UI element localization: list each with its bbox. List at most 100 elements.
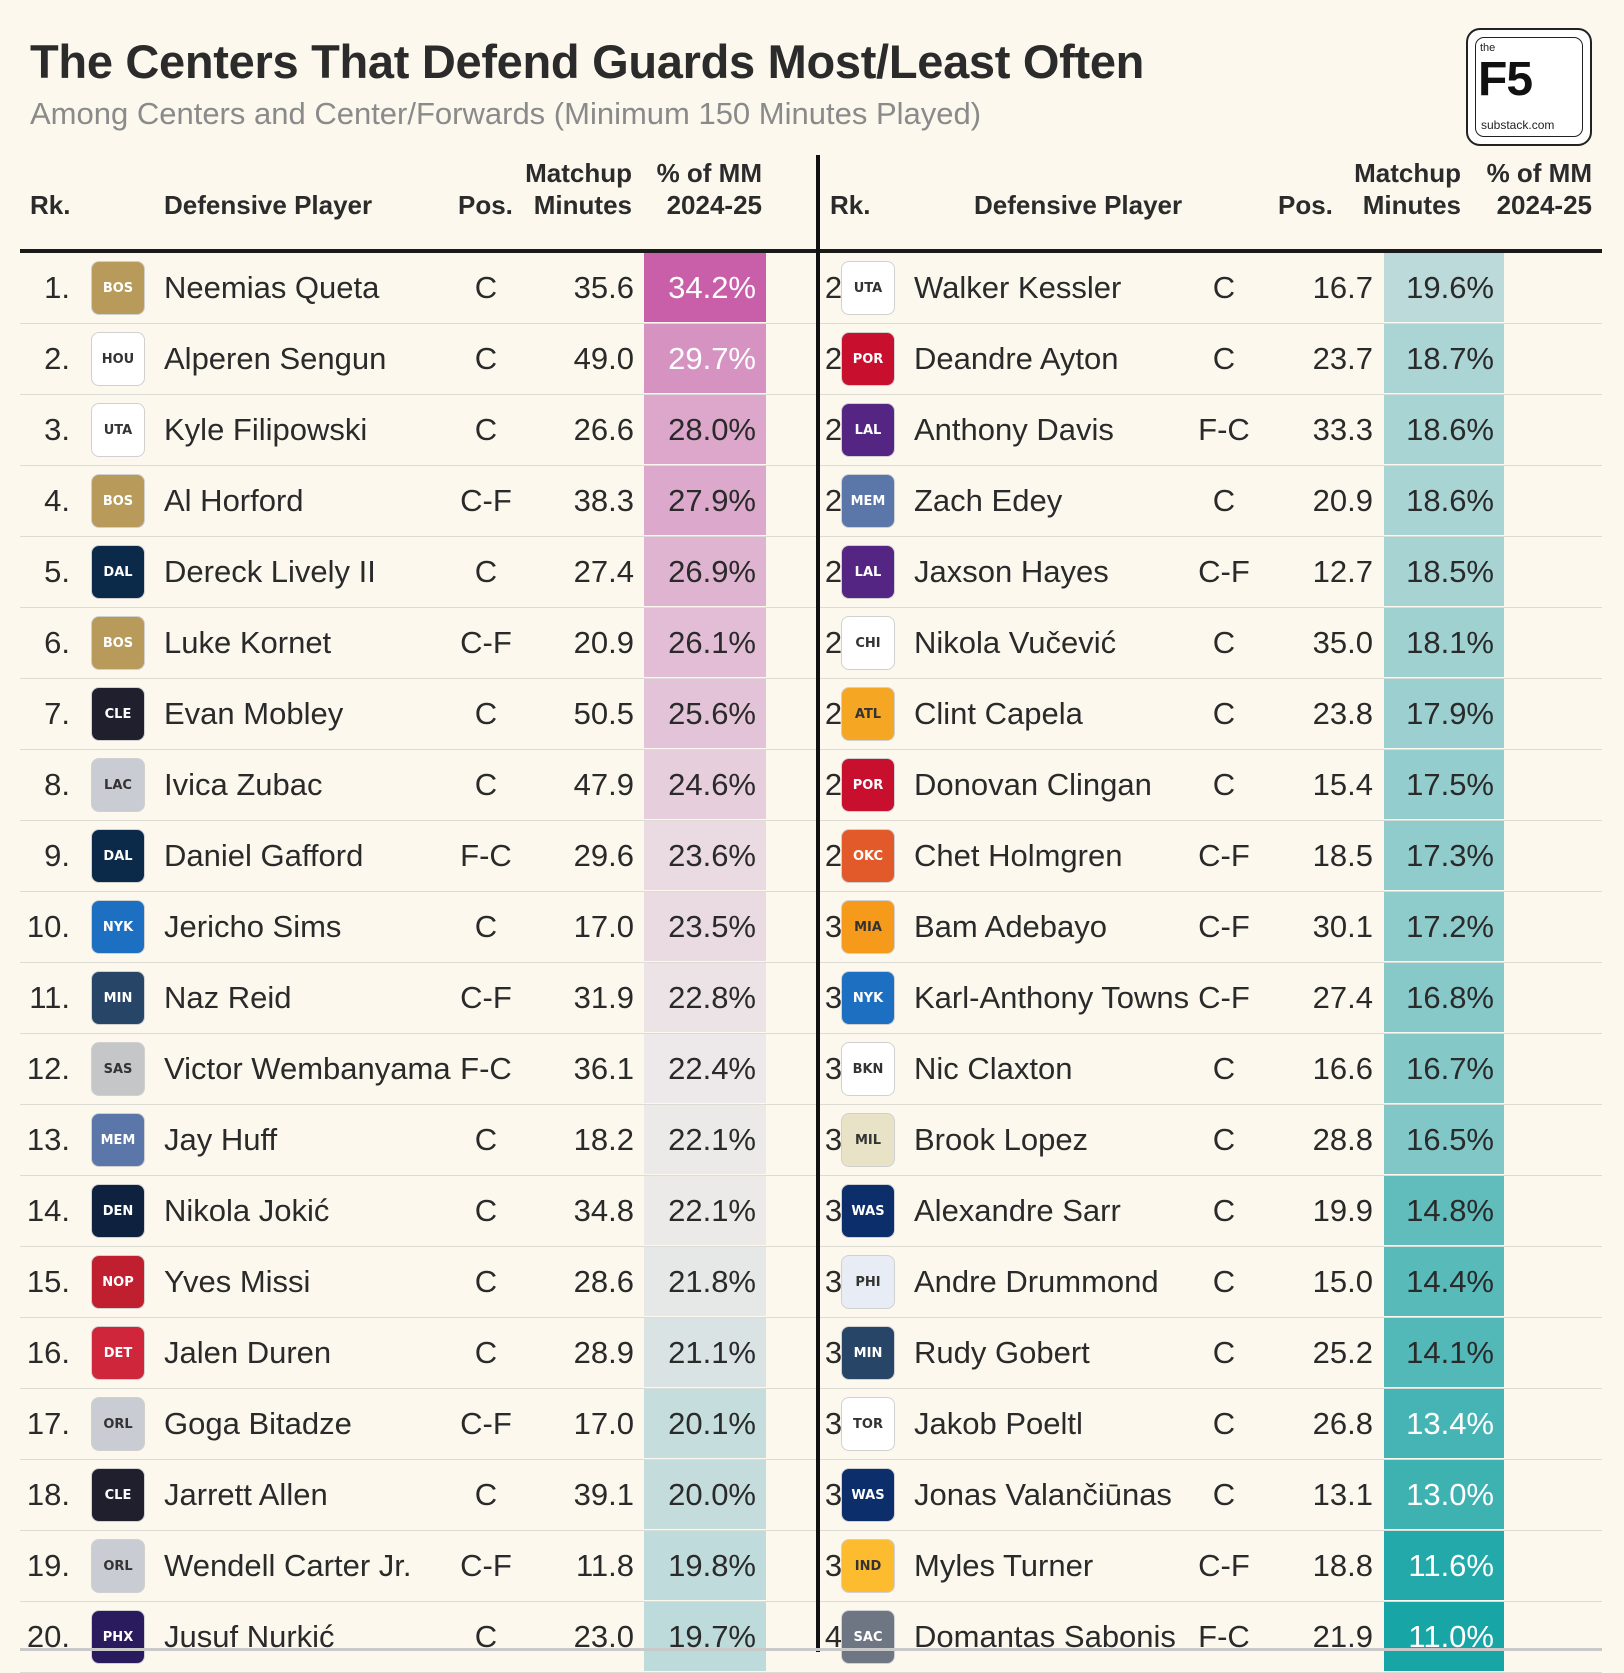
position-cell: C [1212, 1051, 1236, 1086]
position-cell: C [1212, 270, 1236, 305]
team-logo-icon: POR [841, 332, 895, 386]
team-abbr: DEN [102, 1203, 134, 1219]
rank-cell: 9. [44, 838, 70, 873]
position-cell: C [1212, 483, 1236, 518]
matchup-minutes-cell: 33.3 [1312, 412, 1373, 447]
team-logo-icon: CHI [841, 616, 895, 670]
rank-cell: 3. [44, 412, 70, 447]
player-name: Nikola Jokić [164, 1193, 330, 1228]
player-name: Donovan Clingan [914, 767, 1152, 802]
pct-cell: 19.7% [644, 1602, 766, 1671]
matchup-minutes-cell: 36.1 [573, 1051, 634, 1086]
team-abbr: SAC [853, 1629, 883, 1645]
player-name: Neemias Queta [164, 270, 380, 305]
player-name: Naz Reid [164, 980, 292, 1015]
table-row: 11. MIN Naz Reid C-F 31.9 22.8% [20, 963, 818, 1034]
team-abbr: DAL [103, 564, 133, 580]
team-logo-icon: MIL [841, 1113, 895, 1167]
pct-cell: 22.4% [644, 1034, 766, 1103]
table-row: 15. NOP Yves Missi C 28.6 21.8% [20, 1247, 818, 1318]
team-abbr: MIL [854, 1132, 882, 1148]
header-pct-line1: % of MM [656, 158, 762, 188]
header-pos: Pos. [458, 190, 513, 220]
rank-cell: 16. [26, 1335, 70, 1370]
pct-cell: 22.1% [644, 1176, 766, 1245]
team-logo-icon: DEN [91, 1184, 145, 1238]
position-cell: C [1212, 767, 1236, 802]
team-abbr: UTA [853, 280, 883, 296]
pct-cell: 14.1% [1384, 1318, 1504, 1387]
position-cell: C [1212, 1335, 1236, 1370]
table-row: 20. PHX Jusuf Nurkić C 23.0 19.7% [20, 1602, 818, 1673]
pct-cell: 13.4% [1384, 1389, 1504, 1458]
position-cell: C [1212, 341, 1236, 376]
logo-substack: substack.com [1481, 118, 1555, 132]
player-name: Clint Capela [914, 696, 1083, 731]
table-row: 1. BOS Neemias Queta C 35.6 34.2% [20, 253, 818, 324]
team-abbr: BOS [102, 280, 134, 296]
pct-cell: 24.6% [644, 750, 766, 819]
logo-f5: F5 [1478, 53, 1533, 106]
table-row: 17. ORL Goga Bitadze C-F 17.0 20.1% [20, 1389, 818, 1460]
rank-cell: 7. [44, 696, 70, 731]
matchup-minutes-cell: 11.8 [575, 1548, 634, 1583]
bottom-rule [20, 1648, 1602, 1651]
team-logo-icon: SAS [91, 1042, 145, 1096]
matchup-minutes-cell: 16.6 [1312, 1051, 1373, 1086]
team-logo-icon: MEM [91, 1113, 145, 1167]
pct-cell: 16.5% [1384, 1105, 1504, 1174]
team-logo-icon: PHX [91, 1610, 145, 1664]
rank-cell: 19. [26, 1548, 70, 1583]
team-logo-icon: MIA [841, 900, 895, 954]
matchup-minutes-cell: 20.9 [1312, 483, 1373, 518]
pct-cell: 18.6% [1384, 466, 1504, 535]
table-row: 19. ORL Wendell Carter Jr. C-F 11.8 19.8% [20, 1531, 818, 1602]
rank-cell: 8. [44, 767, 70, 802]
rank-cell: 12. [26, 1051, 70, 1086]
rank-cell: 20. [26, 1619, 70, 1654]
table-row: 7. CLE Evan Mobley C 50.5 25.6% [20, 679, 818, 750]
player-name: Anthony Davis [914, 412, 1114, 447]
team-logo-icon: LAL [841, 545, 895, 599]
team-abbr: MEM [100, 1132, 136, 1148]
matchup-minutes-cell: 35.6 [573, 270, 634, 305]
matchup-minutes-cell: 39.1 [573, 1477, 634, 1512]
header-rank: Rk. [30, 190, 71, 220]
table-row: 8. LAC Ivica Zubac C 47.9 24.6% [20, 750, 818, 821]
position-cell: C [1212, 1122, 1236, 1157]
pct-cell: 17.3% [1384, 821, 1504, 890]
table-row: 6. BOS Luke Kornet C-F 20.9 26.1% [20, 608, 818, 679]
pct-cell: 18.1% [1384, 608, 1504, 677]
team-abbr: LAC [104, 777, 132, 793]
matchup-minutes-cell: 35.0 [1312, 625, 1373, 660]
team-logo-icon: BOS [91, 474, 145, 528]
matchup-minutes-cell: 16.7 [1312, 270, 1373, 305]
team-logo-icon: DAL [91, 829, 145, 883]
player-name: Nikola Vučević [914, 625, 1117, 660]
position-cell: C [474, 1619, 498, 1654]
logo-the: the [1480, 42, 1496, 54]
team-logo-icon: POR [841, 758, 895, 812]
team-logo-icon: ORL [91, 1397, 145, 1451]
pct-cell: 20.1% [644, 1389, 766, 1458]
team-abbr: ORL [103, 1416, 133, 1432]
position-cell: C [1212, 1193, 1236, 1228]
team-logo-icon: BKN [841, 1042, 895, 1096]
team-logo-icon: CLE [91, 1468, 145, 1522]
position-cell: C-F [1198, 980, 1250, 1015]
header-pct-line2: 2024-25 [1496, 190, 1592, 220]
team-abbr: CLE [104, 1487, 132, 1503]
position-cell: C-F [1198, 554, 1250, 589]
matchup-minutes-cell: 17.0 [573, 1406, 634, 1441]
header-mm-line1: Matchup [1354, 158, 1461, 188]
matchup-minutes-cell: 38.3 [573, 483, 634, 518]
player-name: Nic Claxton [914, 1051, 1073, 1086]
